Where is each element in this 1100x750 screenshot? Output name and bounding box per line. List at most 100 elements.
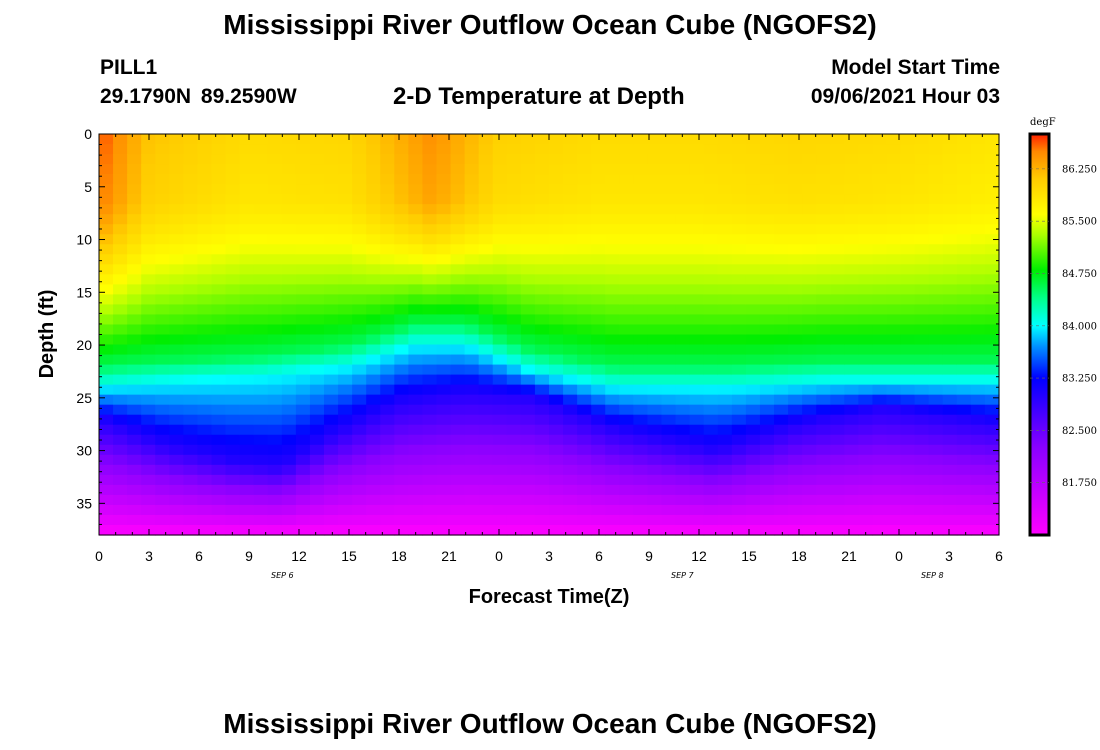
heatmap-cell	[844, 164, 859, 175]
heatmap-cell	[647, 134, 663, 145]
heatmap-cell	[408, 404, 424, 416]
heatmap-cell	[886, 494, 902, 506]
heatmap-cell	[520, 134, 536, 145]
heatmap-cell	[267, 254, 283, 265]
y-tick-label: 5	[84, 179, 92, 195]
heatmap-cell	[984, 194, 1000, 205]
heatmap-cell	[211, 284, 227, 296]
heatmap-cell	[549, 304, 564, 316]
heatmap-cell	[324, 414, 339, 426]
heatmap-cell	[506, 524, 522, 536]
heatmap-cell	[506, 184, 522, 195]
heatmap-cell	[731, 254, 747, 265]
heatmap-cell	[942, 374, 958, 386]
heatmap-cell	[717, 474, 733, 486]
heatmap-cell	[506, 284, 522, 296]
heatmap-cell	[816, 134, 831, 145]
heatmap-cell	[577, 354, 592, 366]
heatmap-cell	[872, 164, 888, 175]
heatmap-cell	[239, 424, 255, 436]
heatmap-cell	[788, 434, 803, 446]
heatmap-cell	[281, 484, 297, 496]
heatmap-cell	[225, 524, 241, 536]
heatmap-cell	[633, 244, 649, 255]
heatmap-cell	[366, 374, 381, 386]
heatmap-cell	[211, 294, 227, 306]
heatmap-cell	[492, 344, 508, 356]
heatmap-cell	[900, 164, 916, 175]
heatmap-cell	[717, 284, 733, 296]
heatmap-cell	[661, 494, 677, 506]
heatmap-cell	[661, 294, 677, 306]
heatmap-cell	[591, 464, 606, 476]
heatmap-cell	[113, 374, 128, 386]
heatmap-cell	[928, 354, 944, 366]
heatmap-cell	[324, 264, 339, 275]
heatmap-cell	[99, 234, 114, 245]
heatmap-cell	[197, 244, 213, 255]
heatmap-cell	[942, 254, 958, 265]
heatmap-cell	[183, 204, 199, 215]
heatmap-cell	[141, 244, 156, 255]
heatmap-cell	[816, 274, 831, 285]
heatmap-cell	[239, 484, 255, 496]
heatmap-cell	[970, 454, 986, 466]
heatmap-cell	[239, 414, 255, 426]
heatmap-cell	[183, 454, 199, 466]
heatmap-cell	[197, 524, 213, 536]
heatmap-cell	[984, 224, 1000, 235]
heatmap-cell	[633, 294, 649, 306]
heatmap-cell	[675, 454, 691, 466]
heatmap-cell	[549, 144, 564, 155]
heatmap-cell	[872, 194, 888, 205]
heatmap-cell	[591, 424, 606, 436]
heatmap-cell	[338, 374, 353, 386]
heatmap-cell	[380, 174, 395, 185]
heatmap-cell	[422, 184, 438, 195]
heatmap-cell	[183, 144, 199, 155]
heatmap-cell	[366, 134, 381, 145]
heatmap-cell	[942, 134, 958, 145]
heatmap-cell	[127, 204, 142, 215]
heatmap-cell	[309, 464, 325, 476]
heatmap-cell	[886, 484, 902, 496]
heatmap-cell	[169, 394, 184, 406]
heatmap-cell	[900, 304, 916, 316]
heatmap-cell	[788, 474, 803, 486]
heatmap-cell	[605, 424, 620, 436]
heatmap-cell	[605, 204, 620, 215]
heatmap-cell	[605, 244, 620, 255]
heatmap-cell	[155, 344, 170, 356]
heatmap-cell	[942, 514, 958, 526]
heatmap-cell	[717, 204, 733, 215]
heatmap-cell	[717, 304, 733, 316]
heatmap-cell	[478, 274, 494, 285]
heatmap-cell	[549, 374, 564, 386]
heatmap-cell	[394, 524, 409, 536]
heatmap-cell	[267, 204, 283, 215]
heatmap-cell	[577, 514, 592, 526]
heatmap-cell	[478, 234, 494, 245]
heatmap-cell	[239, 324, 255, 336]
heatmap-cell	[802, 364, 817, 376]
x-tick-label: 12	[691, 548, 707, 564]
heatmap-cell	[577, 144, 592, 155]
heatmap-cell	[225, 454, 241, 466]
heatmap-cell	[309, 204, 325, 215]
heatmap-cell	[886, 254, 902, 265]
heatmap-cell	[956, 324, 972, 336]
heatmap-cell	[745, 284, 761, 296]
heatmap-cell	[605, 144, 620, 155]
heatmap-cell	[774, 194, 789, 205]
heatmap-cell	[380, 504, 395, 516]
heatmap-cell	[99, 354, 114, 366]
heatmap-cell	[970, 404, 986, 416]
heatmap-cell	[380, 424, 395, 436]
heatmap-cell	[450, 214, 466, 225]
heatmap-cell	[422, 254, 438, 265]
heatmap-cell	[577, 474, 592, 486]
heatmap-cell	[422, 154, 438, 165]
heatmap-cell	[295, 304, 311, 316]
heatmap-cell	[928, 344, 944, 356]
